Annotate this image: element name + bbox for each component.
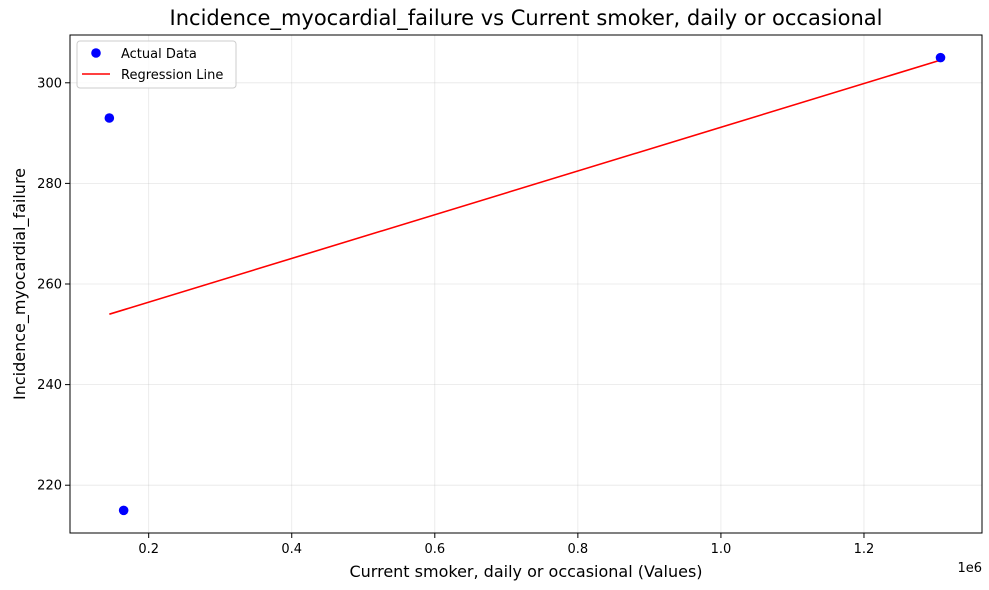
y-axis-label: Incidence_myocardial_failure — [10, 168, 30, 400]
grid-lines — [70, 35, 982, 533]
x-tick-label: 0.2 — [138, 542, 159, 557]
data-point — [118, 505, 129, 516]
x-tick-label: 0.6 — [424, 542, 445, 557]
x-tick-label: 0.8 — [568, 542, 589, 557]
legend-label-actual-data: Actual Data — [121, 47, 197, 62]
x-tick-label: 1.0 — [711, 542, 732, 557]
data-layer — [104, 52, 946, 516]
x-tick-label: 0.4 — [281, 542, 302, 557]
y-tick-label: 300 — [37, 76, 62, 91]
y-tick-label: 220 — [37, 479, 62, 494]
y-tick-label: 240 — [37, 378, 62, 393]
data-point — [935, 52, 946, 63]
legend: Actual Data Regression Line — [76, 40, 237, 89]
axis-ticks: 0.2 0.4 0.6 0.8 1.0 1.2 220 240 260 280 300 — [37, 76, 874, 557]
data-point — [104, 113, 115, 123]
legend-box — [76, 40, 237, 89]
y-tick-label: 260 — [37, 278, 62, 293]
x-tick-label: 1.2 — [854, 542, 875, 557]
x-axis-label: Current smoker, daily or occasional (Val… — [349, 562, 702, 581]
chart-title: Incidence_myocardial_failure vs Current … — [170, 6, 883, 31]
regression-line — [109, 59, 941, 315]
x-axis-offset-label: 1e6 — [957, 561, 982, 576]
legend-label-regression-line: Regression Line — [121, 68, 223, 83]
y-tick-label: 280 — [37, 177, 62, 192]
plot-area — [70, 35, 982, 533]
legend-marker-actual-data — [91, 48, 101, 58]
